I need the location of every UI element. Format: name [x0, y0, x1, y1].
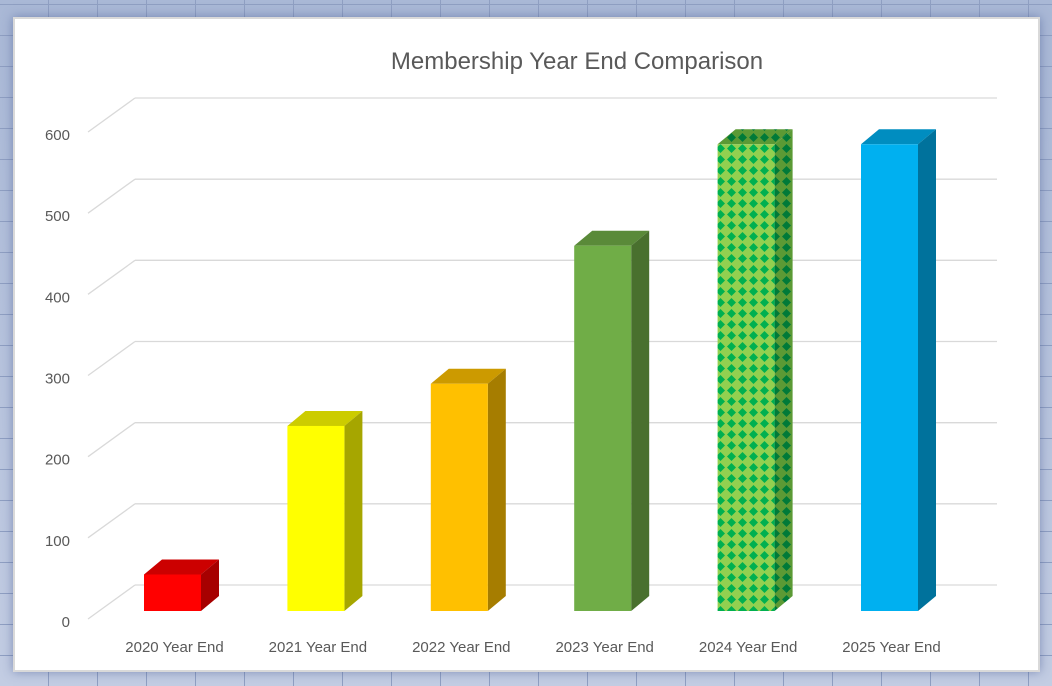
x-tick-label: 2024 Year End: [699, 639, 797, 656]
bar-front-face: [287, 425, 345, 611]
bar-top-face: [574, 230, 650, 246]
x-tick-label: 2020 Year End: [125, 639, 223, 656]
gridline-floor-edge: [87, 422, 136, 458]
bar-front-face: [717, 144, 775, 611]
gridline-floor-edge: [87, 584, 136, 620]
bar-top-face: [430, 368, 506, 384]
y-tick-label: 500: [45, 208, 70, 225]
bar-side-face: [774, 129, 793, 611]
bar-2024-year-end[interactable]: [717, 129, 793, 611]
x-tick-label: 2023 Year End: [555, 639, 653, 656]
gridline-floor-edge: [87, 340, 136, 377]
gridline-floor-edge: [87, 503, 136, 539]
bar-top-face: [717, 129, 793, 145]
bar-front-face: [861, 144, 918, 611]
y-tick-label: 0: [62, 614, 70, 631]
bar-side-face: [344, 410, 363, 611]
bar-side-face: [631, 230, 650, 611]
x-tick-label: 2021 Year End: [269, 639, 367, 656]
gridline-floor-edge: [87, 178, 136, 214]
y-tick-label: 400: [45, 289, 70, 306]
gridline-floor-edge: [87, 97, 136, 133]
bar-front-face: [574, 245, 632, 611]
y-tick-label: 300: [45, 371, 70, 388]
x-tick-label: 2025 Year End: [842, 639, 940, 656]
bar-2025-year-end[interactable]: [861, 129, 936, 611]
x-tick-label: 2022 Year End: [412, 639, 510, 656]
chart-title: Membership Year End Comparison: [391, 48, 763, 75]
bar-2023-year-end[interactable]: [574, 230, 650, 611]
bar-2022-year-end[interactable]: [430, 368, 506, 611]
bar-2021-year-end[interactable]: [287, 410, 363, 611]
bar-top-face: [861, 129, 936, 145]
bar-side-face: [487, 368, 506, 611]
gridline-floor-edge: [87, 259, 136, 295]
bar-top-face: [144, 559, 219, 575]
y-tick-label: 600: [45, 127, 70, 144]
bar-top-face: [287, 410, 363, 426]
bar-side-face: [201, 559, 219, 611]
bar-front-face: [430, 383, 488, 611]
y-tick-label: 100: [45, 533, 70, 550]
y-tick-label: 200: [45, 452, 70, 469]
bar-2020-year-end[interactable]: [144, 559, 219, 611]
bar-side-face: [918, 129, 936, 611]
bar-front-face: [144, 574, 201, 611]
